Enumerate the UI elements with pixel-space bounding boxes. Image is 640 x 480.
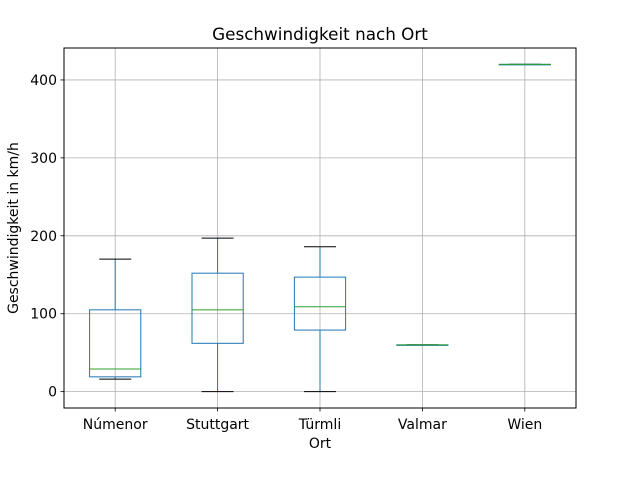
box — [89, 309, 142, 378]
x-tick-label: Stuttgart — [186, 417, 249, 433]
box — [293, 276, 347, 331]
y-axis-label: Geschwindigkeit in km/h — [6, 142, 22, 314]
chart-title: Geschwindigkeit nach Ort — [212, 24, 428, 44]
boxes — [89, 63, 551, 393]
box — [191, 272, 244, 344]
x-axis-label: Ort — [309, 436, 332, 452]
x-tick-label: Wien — [507, 417, 542, 433]
y-tick-label: 100 — [30, 307, 57, 323]
y-tick-label: 400 — [30, 73, 57, 89]
x-tick-label: Türmli — [298, 417, 341, 433]
y-tick-label: 0 — [48, 385, 57, 401]
y-tick-label: 300 — [30, 151, 57, 167]
y-tick-label: 200 — [30, 229, 57, 245]
ticks: Númenor Stuttgart Türmli Valmar Wien 0 100 200 3… — [30, 73, 542, 433]
x-tick-label: Valmar — [398, 417, 447, 433]
x-tick-label: Númenor — [83, 417, 148, 433]
